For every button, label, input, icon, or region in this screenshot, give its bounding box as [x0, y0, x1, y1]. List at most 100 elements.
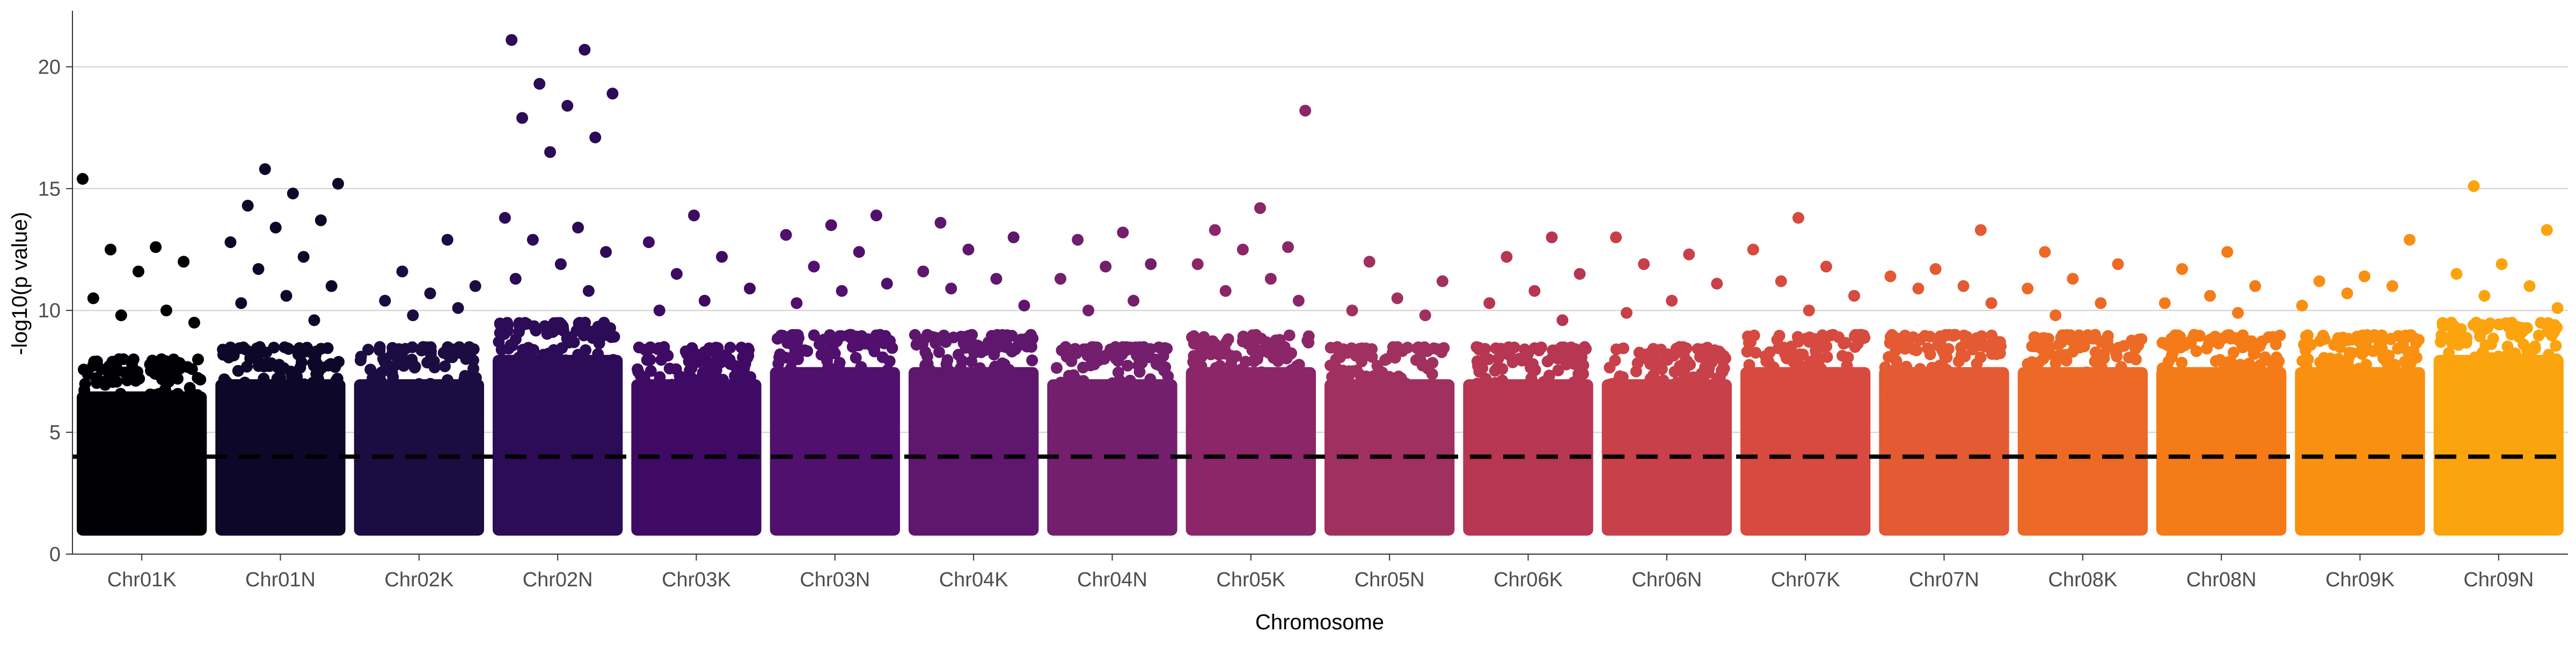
point: [1504, 350, 1516, 362]
peak-point: [2112, 258, 2124, 270]
point: [1706, 401, 1718, 413]
point: [684, 365, 696, 377]
peak-point: [853, 246, 865, 258]
point: [1529, 364, 1541, 376]
point: [1934, 330, 1946, 343]
point: [1246, 367, 1258, 380]
series-Chr08N: [2156, 246, 2287, 536]
peak-point: [1985, 297, 1997, 309]
point: [2296, 355, 2309, 367]
peak-point: [2450, 268, 2463, 280]
point: [870, 329, 882, 341]
point: [1610, 343, 1622, 355]
x-tick-label: Chr09N: [2463, 569, 2534, 591]
peak-point: [716, 251, 728, 263]
point: [1206, 336, 1218, 348]
point: [2167, 389, 2179, 402]
point: [635, 397, 647, 409]
x-tick-label: Chr03N: [800, 569, 870, 591]
peak-point: [1912, 282, 1924, 295]
peak-point: [561, 99, 574, 112]
point: [2550, 339, 2562, 352]
point: [692, 356, 705, 368]
peak-point: [259, 163, 271, 175]
point: [1633, 380, 1645, 392]
point: [1432, 398, 1444, 410]
peak-point: [962, 243, 975, 256]
point: [514, 321, 526, 333]
point: [1200, 372, 1212, 384]
point: [1054, 381, 1066, 394]
peak-point: [582, 285, 595, 297]
grid-layer: [72, 66, 2568, 433]
point: [2236, 341, 2249, 354]
point: [1050, 362, 1063, 374]
series-Chr03K: [631, 209, 762, 536]
point: [1523, 401, 1535, 413]
peak-point: [2158, 297, 2171, 309]
peak-point: [2468, 180, 2480, 192]
point: [324, 401, 336, 413]
point: [261, 357, 273, 369]
point: [1526, 389, 1538, 401]
point: [1100, 393, 1112, 405]
x-tick-label: Chr05K: [1216, 569, 1285, 591]
point: [1576, 344, 1589, 356]
peak-point: [2551, 302, 2564, 314]
point: [413, 378, 425, 390]
point: [2089, 355, 2101, 368]
peak-point: [1957, 280, 1970, 292]
point: [1980, 372, 1992, 384]
point: [2172, 329, 2184, 341]
peak-point: [2176, 263, 2189, 275]
peak-point: [526, 234, 539, 246]
peak-point: [533, 78, 546, 90]
point: [1225, 379, 1237, 391]
point: [641, 354, 653, 366]
point: [772, 358, 785, 370]
point: [2502, 319, 2514, 332]
point: [955, 362, 967, 374]
peak-point: [2249, 280, 2262, 292]
point: [312, 366, 325, 378]
point: [974, 362, 986, 374]
point: [218, 389, 231, 402]
peak-point: [990, 273, 1002, 285]
point: [1509, 401, 1521, 413]
x-tick-label: Chr02N: [523, 569, 593, 591]
point: [437, 379, 450, 391]
point: [181, 361, 194, 373]
point: [1672, 393, 1684, 405]
point: [1792, 336, 1804, 348]
point: [384, 383, 396, 396]
point: [1758, 368, 1770, 381]
point: [1494, 402, 1506, 414]
point: [683, 355, 695, 368]
point: [1748, 329, 1760, 341]
point: [876, 351, 889, 364]
series-Chr02N: [493, 34, 623, 536]
point: [2081, 366, 2093, 379]
point: [562, 361, 575, 374]
point: [2120, 374, 2132, 387]
point: [869, 390, 881, 403]
point: [1080, 399, 1093, 411]
point: [1373, 372, 1385, 384]
point: [2464, 380, 2477, 392]
point: [126, 366, 138, 379]
peak-point: [252, 263, 265, 275]
y-tick-label: 10: [38, 300, 61, 322]
point: [519, 349, 532, 361]
point: [868, 345, 881, 358]
peak-point: [1346, 304, 1358, 317]
peak-point: [2232, 307, 2244, 319]
point: [2067, 375, 2080, 387]
point: [724, 341, 736, 354]
point: [2344, 346, 2356, 359]
point: [727, 391, 739, 404]
point: [2218, 388, 2230, 400]
point: [1779, 348, 1791, 360]
point: [1914, 383, 1926, 396]
point: [1577, 403, 1590, 416]
point: [2441, 353, 2454, 366]
